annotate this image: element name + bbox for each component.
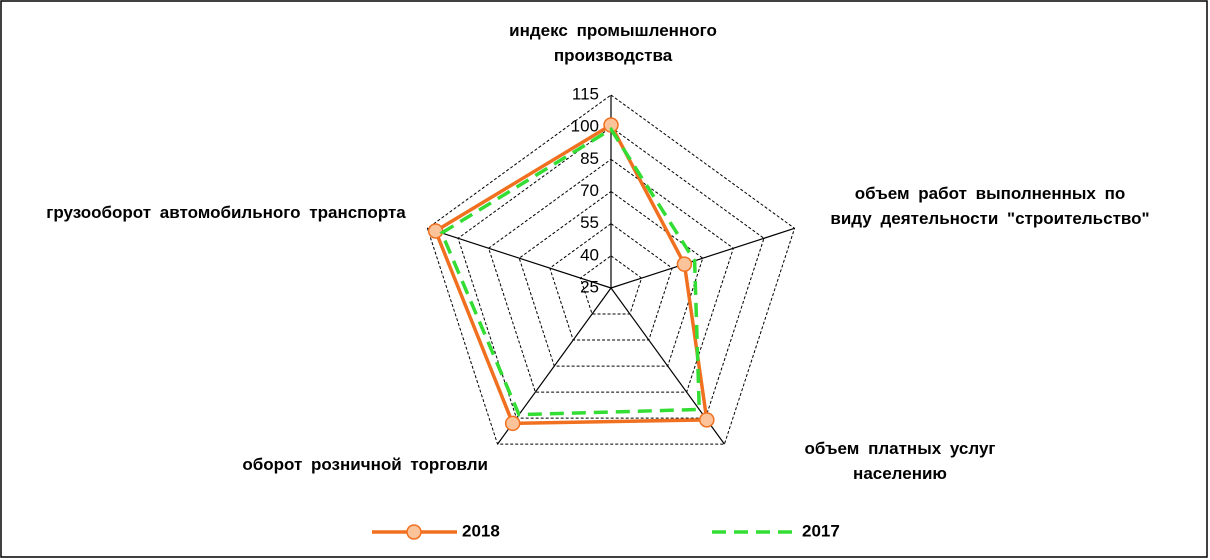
marker [427,223,444,239]
spoke [610,227,795,289]
grid-ring [579,255,643,315]
legend-marker [406,524,422,540]
r-tick-label: 70 [580,181,599,200]
r-tick-label: 25 [580,277,599,296]
marker [504,415,521,432]
legend-label: 2017 [802,521,840,540]
grid-ring [488,158,734,393]
category-label: объем платных услуг населению [804,439,996,483]
category-label: грузооборот автомобильного транспорта [46,203,406,222]
grid-ring [549,223,673,341]
legend-label: 2018 [462,521,500,540]
series-line [433,122,709,426]
grid-ring [518,190,704,367]
grid-ring [426,94,796,445]
r-tick-label: 100 [571,117,599,136]
series-line [439,126,702,417]
grid-ring [457,126,765,419]
r-tick-label: 85 [580,149,599,168]
category-label: оборот розничной торговли [242,455,488,474]
marker [699,412,715,428]
spoke [427,227,612,289]
category-label: объем работ выполненных по виду деятельн… [830,184,1150,228]
marker [676,256,693,272]
r-tick-label: 55 [580,213,599,232]
category-label: индекс промышленного производства [509,21,717,65]
r-tick-label: 40 [580,245,599,264]
r-tick-label: 115 [572,84,599,103]
